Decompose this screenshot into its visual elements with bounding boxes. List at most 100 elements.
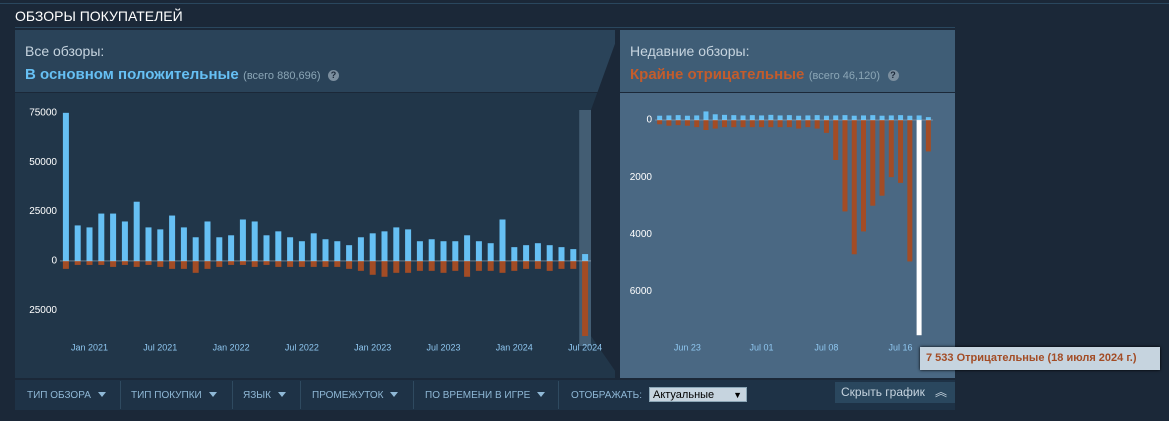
- title-rule: [15, 27, 955, 28]
- bar: [239, 219, 246, 261]
- section-title: ОБЗОРЫ ПОКУПАТЕЛЕЙ: [15, 8, 183, 24]
- bar: [440, 260, 447, 273]
- left-panel-header: [15, 30, 615, 92]
- bar: [251, 260, 258, 267]
- bar: [570, 249, 577, 261]
- bar: [777, 115, 783, 120]
- help-icon[interactable]: ?: [887, 70, 899, 81]
- bar: [740, 115, 746, 120]
- bar: [499, 219, 506, 261]
- bar: [861, 115, 866, 120]
- bar: [192, 260, 199, 273]
- x-tick-label: Jun 23: [674, 342, 701, 352]
- bar: [805, 120, 811, 128]
- y-tick-label: 25000: [29, 206, 57, 217]
- bar: [694, 115, 700, 120]
- rating-line: Крайне отрицательные (всего 46,120) ?: [630, 66, 899, 84]
- button-label: Скрыть график: [841, 385, 925, 399]
- bar: [487, 243, 494, 261]
- bar: [145, 227, 152, 261]
- bar: [582, 260, 589, 337]
- bar: [796, 120, 802, 129]
- bar: [675, 115, 681, 120]
- x-tick-label: Jul 16: [889, 342, 913, 352]
- bar: [511, 260, 518, 271]
- bar: [86, 227, 93, 261]
- bar: [169, 215, 176, 261]
- bar: [287, 237, 294, 261]
- y-tick-label: 0: [51, 256, 57, 267]
- bar: [145, 260, 152, 265]
- bar: [842, 115, 848, 120]
- filter-dropdown[interactable]: ПРОМЕЖУТОК: [312, 390, 398, 401]
- bar: [907, 115, 913, 120]
- bar: [703, 120, 709, 130]
- bar: [712, 120, 718, 129]
- bar: [546, 260, 553, 271]
- bar: [121, 221, 128, 261]
- bar: [369, 233, 376, 261]
- bar: [749, 115, 755, 120]
- display-select[interactable]: Актуальные ▼: [649, 387, 747, 402]
- filter-dropdown[interactable]: ПО ВРЕМЕНИ В ИГРЕ: [425, 390, 545, 401]
- bar: [759, 115, 765, 120]
- bar: [357, 260, 364, 271]
- bar: [558, 247, 565, 261]
- bar: [684, 120, 690, 126]
- help-icon[interactable]: ?: [327, 70, 339, 81]
- bar: [796, 115, 802, 120]
- separator: [558, 381, 559, 409]
- bar: [759, 120, 765, 128]
- bar: [416, 241, 423, 261]
- bar: [511, 247, 518, 261]
- x-tick-label: Jan 2023: [354, 342, 391, 352]
- x-tick-label: Jul 01: [750, 342, 774, 352]
- bar: [287, 260, 294, 267]
- bar: [263, 235, 270, 261]
- filter-dropdown[interactable]: ТИП ОБЗОРА: [27, 390, 106, 401]
- bar: [684, 115, 690, 120]
- top-rule: [0, 3, 1169, 4]
- bar: [381, 231, 388, 261]
- hide-chart-button[interactable]: Скрыть график ︽: [835, 382, 955, 403]
- bar: [393, 260, 400, 273]
- bar: [169, 260, 176, 269]
- x-tick-label: Jul 2021: [143, 342, 177, 352]
- bar: [334, 241, 341, 261]
- y-tick-label: 25000: [29, 305, 57, 316]
- bar: [523, 245, 530, 261]
- zoom-connector: [591, 30, 620, 378]
- bar: [74, 225, 81, 261]
- bar: [216, 237, 223, 261]
- bar: [322, 239, 329, 261]
- bar: [582, 254, 589, 261]
- panel-title: Недавние обзоры:: [630, 43, 750, 59]
- bar: [228, 235, 235, 261]
- bar: [534, 243, 541, 261]
- bar: [925, 117, 931, 120]
- bar: [263, 260, 270, 265]
- bar: [310, 233, 317, 261]
- bar: [870, 115, 876, 120]
- bar: [98, 260, 105, 265]
- bar: [204, 260, 211, 269]
- filter-dropdown[interactable]: ЯЗЫК: [243, 390, 286, 401]
- bar: [861, 120, 866, 232]
- bar: [204, 221, 211, 261]
- bar: [251, 221, 258, 261]
- filter-dropdown[interactable]: ТИП ПОКУПКИ: [131, 390, 217, 401]
- y-tick-label: 75000: [29, 107, 57, 118]
- rating-line: В основном положительные (всего 880,696)…: [25, 66, 339, 84]
- bar: [851, 120, 857, 255]
- bar: [879, 120, 885, 196]
- bar: [157, 229, 164, 261]
- bar: [133, 201, 140, 261]
- bar: [823, 120, 829, 133]
- bar: [74, 260, 81, 265]
- bar: [898, 120, 904, 183]
- bar: [98, 213, 105, 261]
- bar: [405, 229, 412, 261]
- tooltip: 7 533 Отрицательные (18 июля 2024 г.): [920, 347, 1160, 370]
- x-tick-label: Jul 2022: [285, 342, 319, 352]
